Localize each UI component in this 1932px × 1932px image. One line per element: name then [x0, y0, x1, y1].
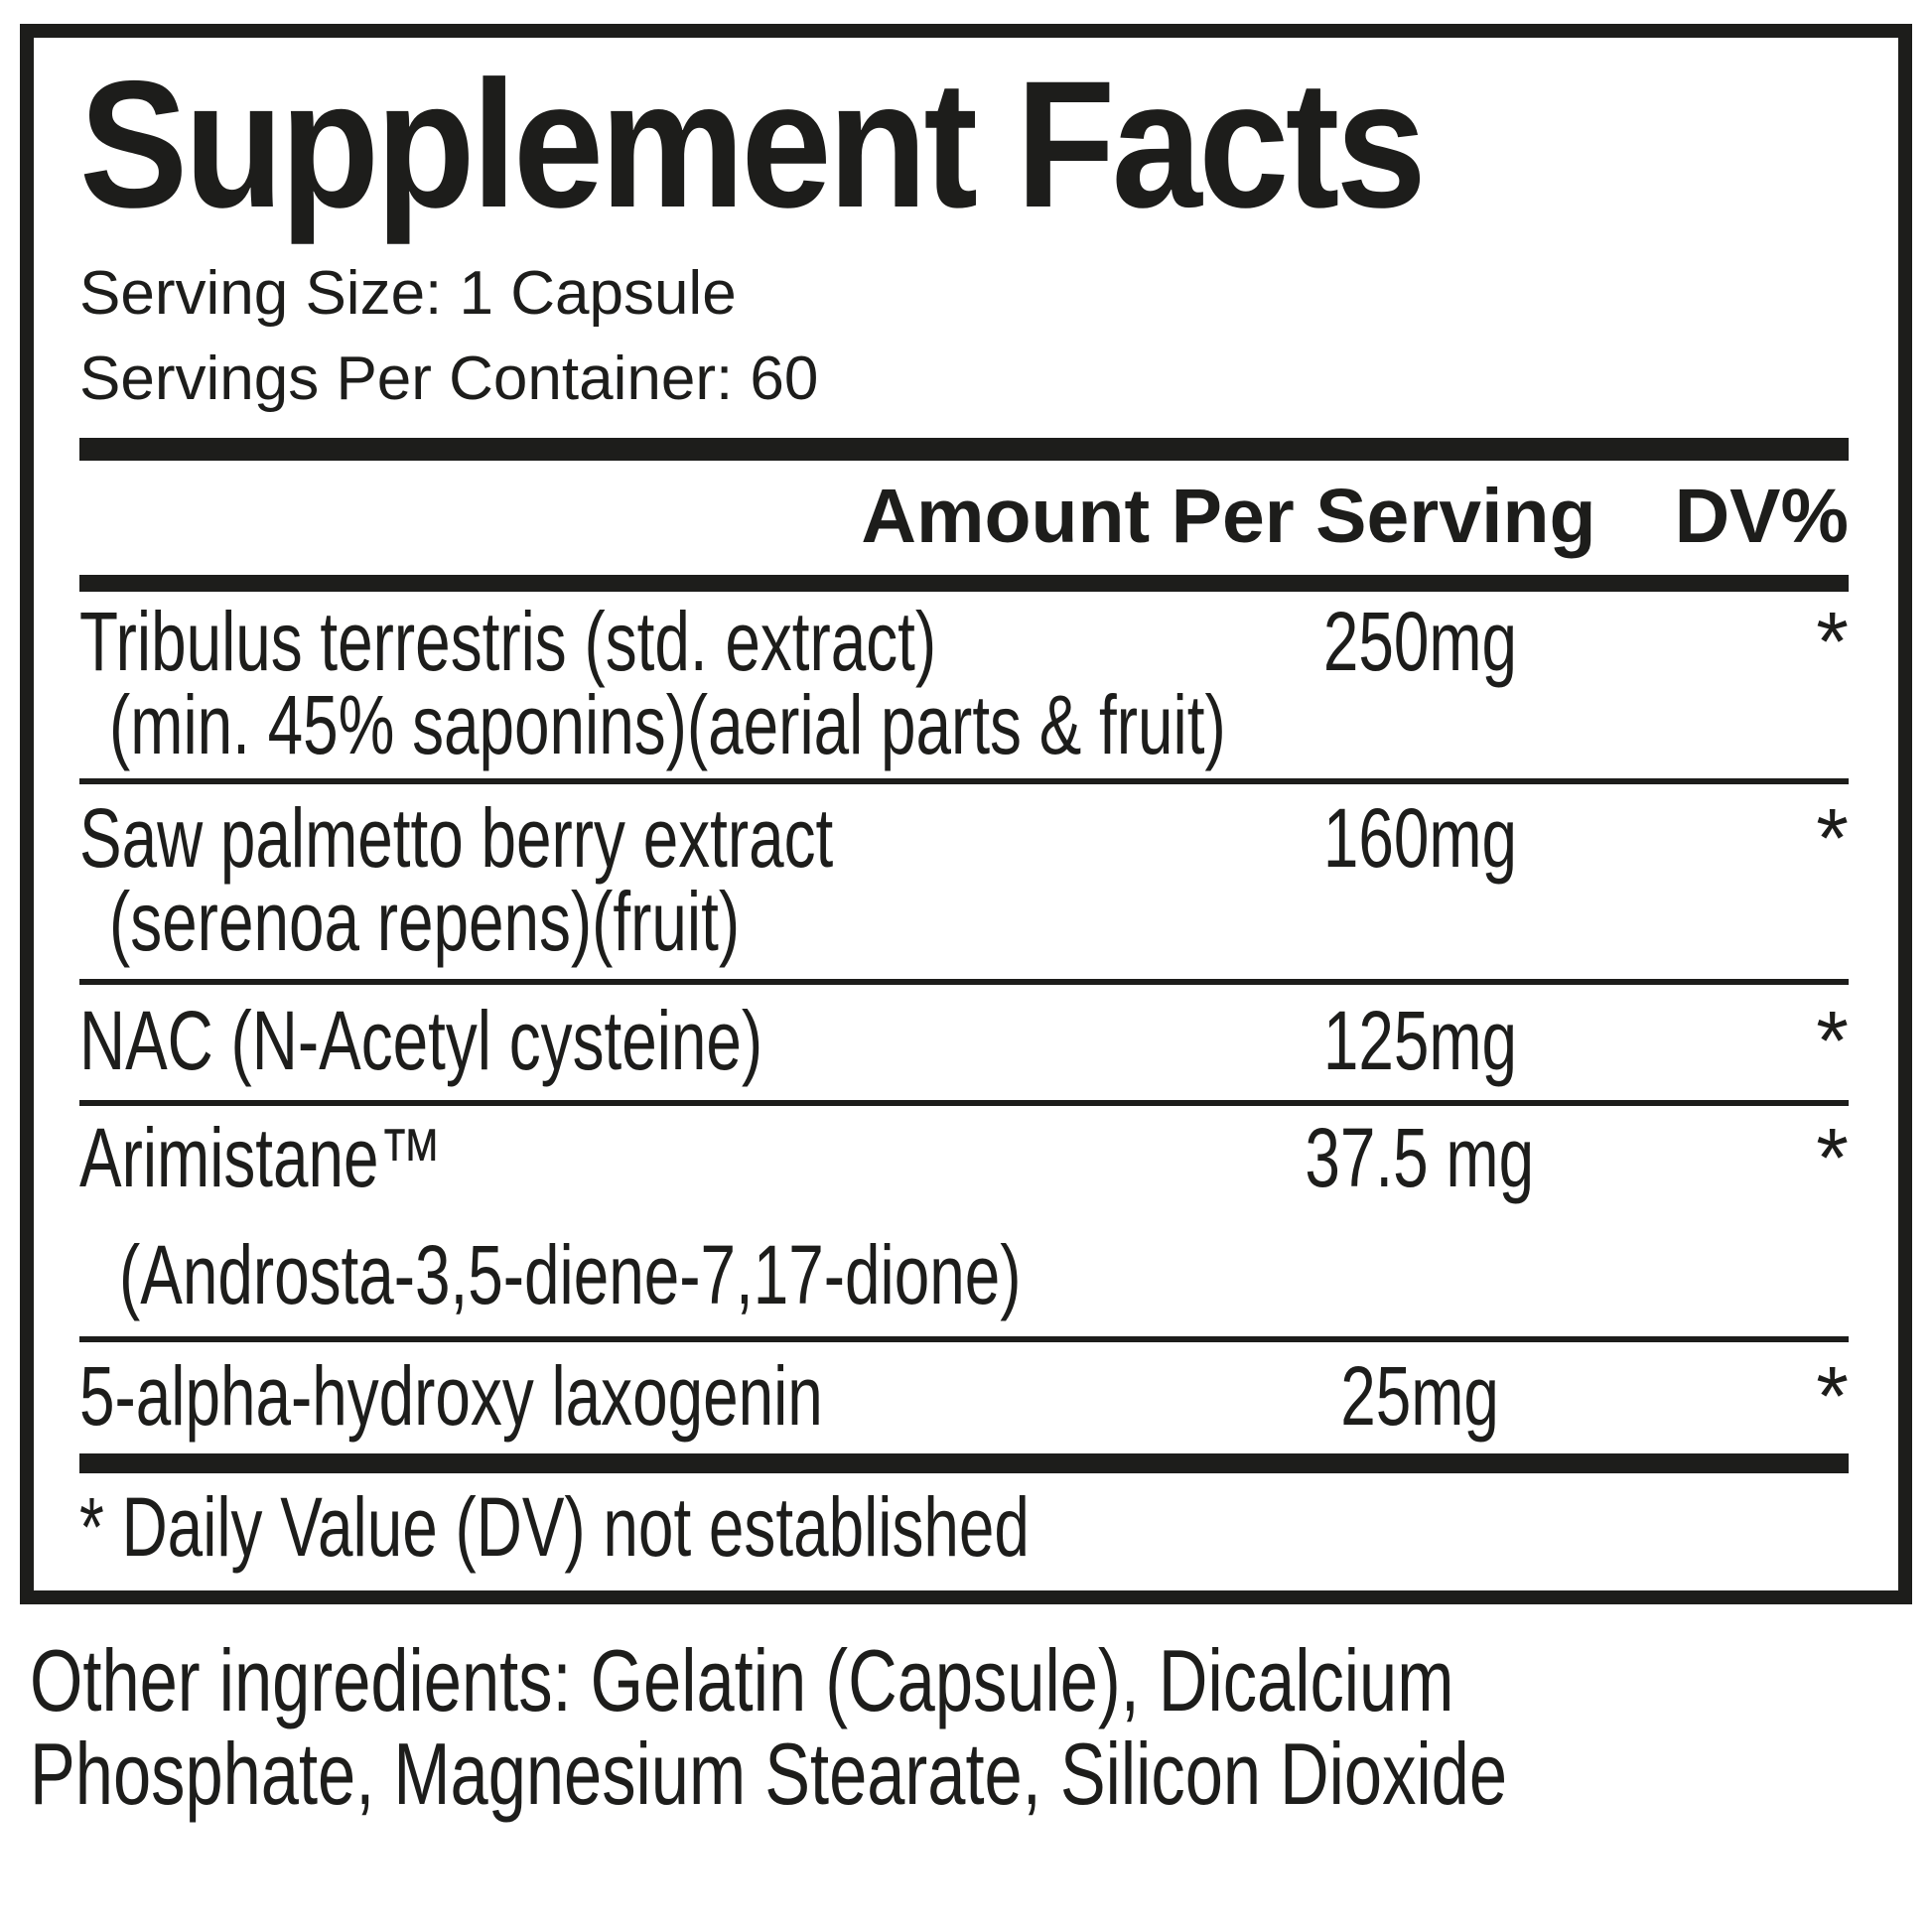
dv-asterisk: * [1816, 1349, 1849, 1443]
ingredient-name: Tribulus terrestris (std. extract) [79, 595, 937, 688]
ingredient-detail: (min. 45% saponins)(aerial parts & fruit… [109, 678, 1226, 771]
ingredient-amount: 37.5 mg [1305, 1111, 1535, 1204]
supplement-facts-panel: Supplement Facts Serving Size: 1 Capsule… [20, 24, 1912, 1604]
ingredient-amount: 125mg [1322, 994, 1517, 1087]
ingredient-row-arimistane: Arimistane™ 37.5 mg * (Androsta-3,5-dien… [79, 1106, 1849, 1342]
serving-size-text: Serving Size: 1 Capsule [79, 259, 737, 328]
other-ingredients-line-2: Phosphate, Magnesium Stearate, Silicon D… [30, 1725, 1508, 1823]
dv-asterisk: * [1816, 791, 1849, 885]
dv-footnote: * Daily Value (DV) not established [79, 1473, 1849, 1590]
ingredient-name: Saw palmetto berry extract [79, 791, 834, 885]
ingredient-name: NAC (N-Acetyl cysteine) [79, 994, 763, 1087]
ingredient-row-tribulus: Tribulus terrestris (std. extract) 250mg… [79, 592, 1849, 784]
ingredient-amount: 160mg [1322, 791, 1517, 885]
amount-per-serving-header: Amount Per Serving [861, 474, 1596, 559]
ingredient-amount: 250mg [1322, 595, 1517, 688]
other-ingredients: Other ingredients: Gelatin (Capsule), Di… [30, 1634, 1932, 1821]
table-bottom-bar [79, 1453, 1849, 1473]
dv-footnote-text: * Daily Value (DV) not established [79, 1480, 1030, 1574]
dv-percent-header: DV% [1674, 474, 1849, 559]
servings-per-container-text: Servings Per Container: 60 [79, 345, 819, 413]
ingredient-row-nac: NAC (N-Acetyl cysteine) 125mg * [79, 985, 1849, 1106]
dv-asterisk: * [1816, 595, 1849, 688]
header-underline-bar [79, 575, 1849, 592]
other-ingredients-line-1: Other ingredients: Gelatin (Capsule), Di… [30, 1631, 1454, 1729]
dv-asterisk: * [1816, 1111, 1849, 1204]
ingredient-detail: (Androsta-3,5-diene-7,17-dione) [119, 1228, 1022, 1321]
ingredient-name: 5-alpha-hydroxy laxogenin [79, 1349, 823, 1443]
table-header-row: Amount Per Serving DV% [79, 461, 1849, 575]
ingredient-table: Tribulus terrestris (std. extract) 250mg… [79, 592, 1849, 1453]
dv-asterisk: * [1816, 994, 1849, 1087]
ingredient-name: Arimistane™ [79, 1111, 443, 1204]
table-top-bar [79, 438, 1849, 461]
ingredient-detail: (serenoa repens)(fruit) [109, 875, 741, 968]
ingredient-amount: 25mg [1340, 1349, 1499, 1443]
serving-info: Serving Size: 1 Capsule Servings Per Con… [79, 251, 1849, 422]
ingredient-row-laxogenin: 5-alpha-hydroxy laxogenin 25mg * [79, 1342, 1849, 1453]
panel-title: Supplement Facts [79, 43, 1427, 245]
ingredient-row-saw-palmetto: Saw palmetto berry extract 160mg * (sere… [79, 784, 1849, 985]
